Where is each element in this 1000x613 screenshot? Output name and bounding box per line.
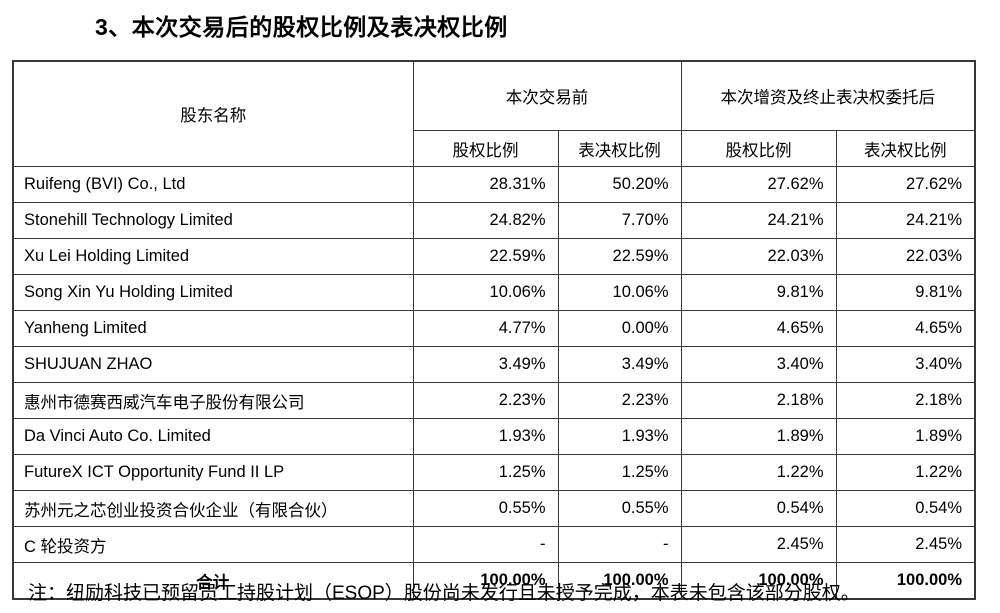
header-shareholder-name: 股东名称 <box>12 60 414 167</box>
table-header-group-row: 股东名称 本次交易前 本次增资及终止表决权委托后 <box>12 60 976 167</box>
shareholder-name: Da Vinci Auto Co. Limited <box>12 418 414 455</box>
after-equity-value: 0.54% <box>680 490 837 527</box>
header-before-transaction: 本次交易前 <box>412 60 682 131</box>
before-equity-value: 10.06% <box>412 274 559 311</box>
after-equity-value: 2.45% <box>680 526 837 563</box>
after-equity-value: 4.65% <box>680 310 837 347</box>
before-equity-value: 0.55% <box>412 490 559 527</box>
before-equity-value: 1.25% <box>412 454 559 491</box>
before-voting-value: 0.55% <box>557 490 682 527</box>
after-voting-value: 2.45% <box>835 526 976 563</box>
table-header-sub-row: 股权比例 表决权比例 股权比例 表决权比例 <box>13 130 976 167</box>
after-voting-value: 24.21% <box>835 202 976 239</box>
after-voting-value: 27.62% <box>835 166 976 203</box>
after-voting-value: 0.54% <box>835 490 976 527</box>
after-voting-value: 1.89% <box>835 418 976 455</box>
total-after-equity-value: 100.00% <box>680 562 837 600</box>
before-equity-value: 4.77% <box>412 310 559 347</box>
footnote: 注：纽励科技已预留员工持股计划（ESOP）股份尚未发行且未授予完成，本表未包含该… <box>28 583 860 604</box>
shareholder-name: C 轮投资方 <box>12 526 414 563</box>
before-voting-value: - <box>557 526 682 563</box>
after-voting-value: 2.18% <box>835 382 976 419</box>
before-voting-value: 0.00% <box>557 310 682 347</box>
shareholder-name: 惠州市德赛西威汽车电子股份有限公司 <box>12 382 414 419</box>
after-voting-value: 4.65% <box>835 310 976 347</box>
after-voting-value: 22.03% <box>835 238 976 275</box>
before-equity-value: 1.93% <box>412 418 559 455</box>
before-voting-value: 1.93% <box>557 418 682 455</box>
before-voting-value: 50.20% <box>557 166 682 203</box>
before-equity-value: 22.59% <box>412 238 559 275</box>
shareholder-name: 苏州元之芯创业投资合伙企业（有限合伙） <box>12 490 414 527</box>
table-row: Song Xin Yu Holding Limited 10.06% 10.06… <box>12 274 976 311</box>
header-before-equity-ratio: 股权比例 <box>412 130 559 167</box>
after-equity-value: 24.21% <box>680 202 837 239</box>
table-row: Yanheng Limited 4.77% 0.00% 4.65% 4.65% <box>12 310 976 347</box>
header-after-voting-ratio: 表决权比例 <box>835 130 976 167</box>
after-equity-value: 22.03% <box>680 238 837 275</box>
table-row: C 轮投资方 - - 2.45% 2.45% <box>12 526 976 563</box>
table-total-row: 合计 100.00% 100.00% 100.00% 100.00% <box>12 562 976 600</box>
shareholder-name: SHUJUAN ZHAO <box>12 346 414 383</box>
total-after-voting-value: 100.00% <box>835 562 976 600</box>
before-equity-value: 28.31% <box>412 166 559 203</box>
shareholder-name: Song Xin Yu Holding Limited <box>12 274 414 311</box>
after-voting-value: 9.81% <box>835 274 976 311</box>
table-row: FutureX ICT Opportunity Fund II LP 1.25%… <box>12 454 976 491</box>
shareholder-name: Stonehill Technology Limited <box>12 202 414 239</box>
table-row: Ruifeng (BVI) Co., Ltd 28.31% 50.20% 27.… <box>12 166 976 203</box>
header-after-equity-ratio: 股权比例 <box>680 130 837 167</box>
after-equity-value: 9.81% <box>680 274 837 311</box>
table-row: 惠州市德赛西威汽车电子股份有限公司 2.23% 2.23% 2.18% 2.18… <box>12 382 976 419</box>
before-voting-value: 3.49% <box>557 346 682 383</box>
before-voting-value: 7.70% <box>557 202 682 239</box>
after-voting-value: 1.22% <box>835 454 976 491</box>
equity-ratio-table: 股东名称 本次交易前 本次增资及终止表决权委托后 股权比例 表决权比例 股权比例… <box>12 60 976 600</box>
table-row: SHUJUAN ZHAO 3.49% 3.49% 3.40% 3.40% <box>12 346 976 383</box>
section-title: 3、本次交易后的股权比例及表决权比例 <box>95 14 508 40</box>
header-before-voting-ratio: 表决权比例 <box>557 130 682 167</box>
after-equity-value: 2.18% <box>680 382 837 419</box>
shareholder-name: FutureX ICT Opportunity Fund II LP <box>12 454 414 491</box>
shareholder-name: Xu Lei Holding Limited <box>12 238 414 275</box>
before-equity-value: 24.82% <box>412 202 559 239</box>
before-equity-value: 2.23% <box>412 382 559 419</box>
total-before-voting-value: 100.00% <box>557 562 682 600</box>
before-equity-value: 3.49% <box>412 346 559 383</box>
after-equity-value: 3.40% <box>680 346 837 383</box>
table-row: Stonehill Technology Limited 24.82% 7.70… <box>12 202 976 239</box>
before-voting-value: 2.23% <box>557 382 682 419</box>
table-row: Da Vinci Auto Co. Limited 1.93% 1.93% 1.… <box>12 418 976 455</box>
total-label: 合计 <box>12 562 414 600</box>
after-equity-value: 1.89% <box>680 418 837 455</box>
shareholder-name: Ruifeng (BVI) Co., Ltd <box>12 166 414 203</box>
table-row: 苏州元之芯创业投资合伙企业（有限合伙） 0.55% 0.55% 0.54% 0.… <box>12 490 976 527</box>
before-voting-value: 10.06% <box>557 274 682 311</box>
shareholder-name: Yanheng Limited <box>12 310 414 347</box>
table-row: Xu Lei Holding Limited 22.59% 22.59% 22.… <box>12 238 976 275</box>
before-voting-value: 1.25% <box>557 454 682 491</box>
after-equity-value: 1.22% <box>680 454 837 491</box>
before-equity-value: - <box>412 526 559 563</box>
header-after-transaction: 本次增资及终止表决权委托后 <box>680 60 976 131</box>
after-equity-value: 27.62% <box>680 166 837 203</box>
before-voting-value: 22.59% <box>557 238 682 275</box>
after-voting-value: 3.40% <box>835 346 976 383</box>
